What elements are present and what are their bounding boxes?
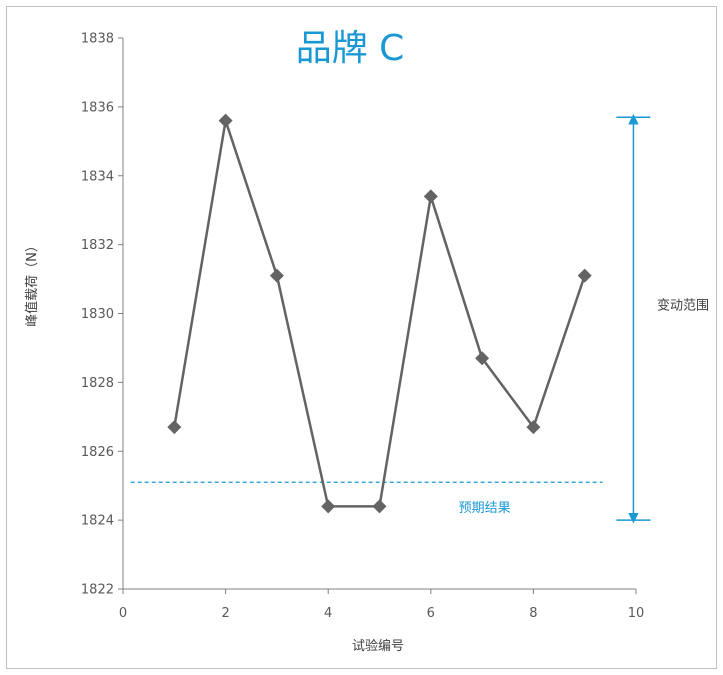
reference-group: 预期结果 [130,481,603,516]
x-tick-label: 2 [221,606,229,621]
y-tick-label: 1826 [81,445,114,460]
series-line [173,120,586,508]
chart-title: 品牌 C [296,28,405,69]
y-tick-label: 1824 [81,514,114,529]
data-point-marker [372,499,387,514]
y-tick-label: 1822 [81,583,114,598]
reference-line-label: 预期结果 [459,501,511,516]
data-point-marker [218,113,233,128]
series-group [167,113,592,514]
y-tick-label: 1828 [81,376,114,391]
data-point-marker [577,268,592,283]
chart-frame-border [6,6,717,669]
x-axis-title: 试验编号 [352,638,404,654]
data-point-marker [475,351,490,366]
y-tick-label: 1838 [81,32,114,47]
axes-group: 1822 1824 1826 1828 1830 1832 1834 1836 1838 0 2 4 6… [81,32,644,622]
y-tick-label: 1830 [81,307,114,322]
data-point-marker [423,189,438,204]
x-tick-label: 0 [119,606,127,621]
range-annotation-label: 变动范围 [657,298,709,314]
data-point-marker [167,420,182,435]
y-tick-label: 1832 [81,238,114,253]
data-point-marker [321,499,336,514]
y-tick-label: 1836 [81,100,114,115]
x-tick-label: 6 [427,606,435,621]
y-tick-label: 1834 [81,169,114,184]
x-tick-label: 4 [324,606,332,621]
range-annotation-group: 变动范围 [616,113,709,524]
data-point-marker [526,420,541,435]
x-tick-label: 8 [529,606,537,621]
data-point-marker [269,268,284,283]
x-tick-label: 10 [628,606,645,621]
y-axis-title: 峰值载荷（N） [24,239,40,327]
